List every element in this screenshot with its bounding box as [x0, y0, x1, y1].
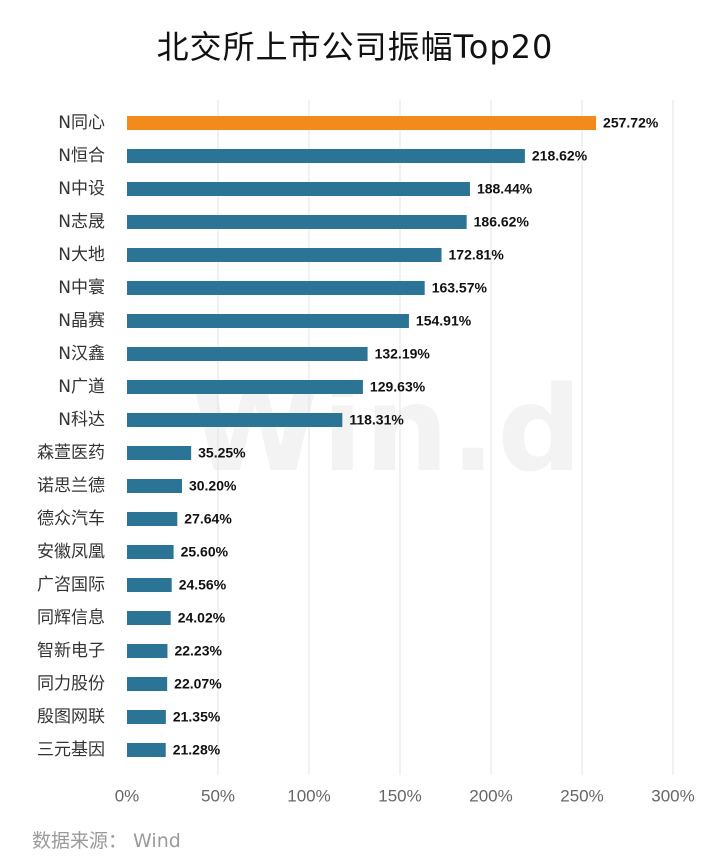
bar [127, 578, 172, 592]
category-label: 殷图网联 [37, 707, 105, 727]
data-label: 22.07% [174, 676, 222, 692]
data-label: 172.81% [449, 247, 505, 263]
x-axis: 0% 50% 100% 150% 200% 250% 300% [115, 786, 695, 805]
bar [127, 149, 525, 163]
bar [127, 710, 166, 724]
category-label: N志晟 [58, 212, 105, 232]
grid-lines [217, 100, 674, 775]
bar [127, 611, 171, 625]
bar [127, 512, 178, 526]
x-tick-label: 250% [560, 786, 603, 805]
bar [127, 413, 343, 427]
bar [127, 347, 368, 361]
x-tick-label: 100% [287, 786, 330, 805]
bar [127, 248, 442, 262]
category-label: N科达 [58, 410, 105, 430]
chart-title: 北交所上市公司振幅Top20 [156, 28, 554, 66]
category-label: N中寰 [58, 277, 105, 298]
data-label: 24.02% [178, 610, 226, 626]
labels: N同心 257.72% N恒合 218.62% N中设 188.44% N志晟 186.62%… [37, 113, 659, 760]
category-label: N恒合 [58, 146, 105, 166]
category-label: 安徽凤凰 [37, 542, 105, 562]
bar [127, 182, 470, 196]
x-tick-label: 200% [469, 786, 512, 805]
category-label: 森萱医药 [37, 443, 105, 463]
category-label: 德众汽车 [37, 509, 105, 529]
bar [127, 545, 174, 559]
bar [127, 743, 166, 757]
data-label: 154.91% [416, 313, 472, 329]
category-label: 同辉信息 [37, 608, 105, 628]
category-label: N晶赛 [58, 310, 105, 331]
category-label: 同力股份 [37, 674, 105, 694]
x-tick-label: 50% [201, 786, 235, 805]
data-label: 25.60% [181, 544, 229, 560]
data-label: 118.31% [349, 412, 404, 428]
bar [127, 116, 597, 130]
category-label: N广道 [58, 377, 105, 397]
bar [127, 281, 425, 295]
data-source-note: 数据来源： Wind [32, 830, 181, 852]
data-label: 24.56% [179, 577, 227, 593]
data-label: 132.19% [375, 346, 431, 362]
category-label: 广咨国际 [37, 575, 105, 595]
category-label: N大地 [58, 245, 105, 265]
category-label: 三元基因 [37, 740, 105, 760]
data-label: 22.23% [174, 643, 222, 659]
category-label: N中设 [58, 179, 105, 199]
x-tick-label: 150% [378, 786, 421, 805]
bar [127, 677, 168, 691]
data-label: 27.64% [184, 511, 232, 527]
bar [127, 479, 182, 493]
data-label: 218.62% [532, 148, 588, 164]
data-label: 35.25% [198, 445, 246, 461]
data-label: 21.35% [173, 709, 221, 725]
data-label: 30.20% [189, 478, 237, 494]
bar [127, 644, 168, 658]
category-label: 诺思兰德 [37, 476, 105, 496]
data-label: 188.44% [477, 181, 533, 197]
bar [127, 215, 467, 229]
x-tick-label: 0% [115, 786, 140, 805]
bar [127, 446, 192, 460]
category-label: N同心 [58, 113, 105, 133]
bar [127, 314, 409, 328]
x-tick-label: 300% [651, 786, 694, 805]
bar [127, 380, 363, 394]
category-label: N汉鑫 [58, 344, 105, 364]
data-label: 21.28% [173, 742, 221, 758]
data-label: 257.72% [603, 115, 659, 131]
data-label: 186.62% [474, 214, 530, 230]
data-label: 129.63% [370, 379, 426, 395]
data-label: 163.57% [432, 280, 488, 296]
bars [127, 116, 597, 757]
category-label: 智新电子 [37, 641, 105, 661]
